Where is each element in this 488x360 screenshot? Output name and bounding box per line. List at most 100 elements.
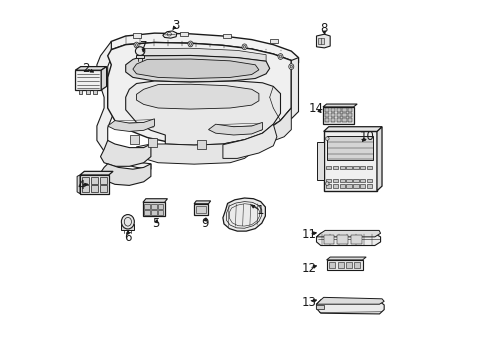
Polygon shape [194, 201, 210, 204]
Bar [317, 142, 324, 180]
Ellipse shape [135, 44, 137, 46]
Polygon shape [323, 131, 376, 191]
Bar [158, 204, 163, 209]
Bar [330, 118, 335, 122]
Bar [100, 177, 107, 184]
Polygon shape [376, 127, 381, 191]
Ellipse shape [135, 47, 144, 55]
Polygon shape [101, 164, 151, 185]
Bar [352, 184, 358, 188]
Bar [130, 135, 139, 144]
Bar [342, 113, 346, 117]
Text: 10: 10 [359, 130, 374, 143]
Bar [316, 305, 323, 309]
Ellipse shape [243, 45, 245, 48]
Bar [332, 184, 337, 188]
Ellipse shape [189, 42, 191, 45]
Ellipse shape [289, 65, 292, 68]
Bar [352, 166, 358, 169]
Polygon shape [323, 127, 381, 131]
Bar [148, 138, 157, 147]
Bar [133, 33, 141, 38]
Bar [82, 185, 89, 192]
Ellipse shape [134, 42, 139, 48]
Polygon shape [125, 55, 269, 82]
Ellipse shape [277, 54, 283, 59]
Bar [91, 177, 98, 184]
Text: 2: 2 [82, 62, 90, 75]
Bar [336, 108, 340, 112]
Bar [330, 108, 335, 112]
Ellipse shape [325, 137, 328, 140]
Bar [325, 179, 330, 182]
Bar [326, 136, 373, 160]
Text: 7: 7 [140, 40, 147, 53]
Bar [346, 184, 351, 188]
Polygon shape [322, 107, 353, 124]
Bar [144, 204, 149, 209]
Ellipse shape [187, 41, 193, 47]
Text: 1: 1 [256, 204, 264, 217]
Bar [323, 235, 334, 244]
Polygon shape [101, 67, 106, 90]
Bar [339, 166, 344, 169]
Polygon shape [142, 202, 164, 216]
Bar [317, 38, 323, 44]
Bar [144, 210, 149, 215]
Bar [151, 210, 156, 215]
Bar [346, 179, 351, 182]
Bar [336, 113, 340, 117]
Polygon shape [136, 55, 144, 58]
Polygon shape [322, 104, 356, 107]
Polygon shape [77, 175, 80, 194]
Bar [354, 262, 359, 268]
Polygon shape [93, 90, 97, 94]
Bar [325, 113, 329, 117]
Bar [352, 179, 358, 182]
Bar [329, 262, 335, 268]
Polygon shape [107, 42, 291, 144]
Bar [82, 177, 89, 184]
Polygon shape [79, 90, 82, 94]
Bar [366, 179, 371, 182]
Text: 11: 11 [301, 228, 316, 240]
Bar [337, 262, 343, 268]
Polygon shape [125, 81, 280, 145]
Polygon shape [136, 84, 258, 109]
Polygon shape [133, 59, 258, 78]
Polygon shape [316, 233, 380, 246]
Bar [223, 34, 230, 38]
Bar [325, 118, 329, 122]
Bar [347, 118, 352, 122]
Polygon shape [75, 70, 101, 90]
Bar [337, 235, 347, 244]
Bar [325, 166, 330, 169]
Bar [347, 113, 352, 117]
Polygon shape [136, 140, 255, 164]
Polygon shape [316, 34, 329, 48]
Bar [346, 262, 351, 268]
Bar [346, 166, 351, 169]
Polygon shape [101, 140, 151, 166]
Bar [197, 140, 205, 149]
Polygon shape [208, 122, 262, 135]
Bar [332, 179, 337, 182]
Ellipse shape [121, 215, 134, 229]
Bar [336, 118, 340, 122]
Text: 8: 8 [319, 22, 327, 35]
Bar [366, 166, 371, 169]
Polygon shape [280, 58, 298, 126]
Text: 12: 12 [301, 262, 316, 275]
Bar [100, 185, 107, 192]
Bar [325, 184, 330, 188]
Bar [350, 235, 361, 244]
Text: 3: 3 [172, 19, 180, 32]
Polygon shape [80, 175, 108, 194]
Polygon shape [111, 33, 298, 63]
Polygon shape [163, 31, 177, 38]
Bar [366, 184, 371, 188]
Text: 9: 9 [201, 217, 208, 230]
Polygon shape [194, 204, 208, 215]
Polygon shape [223, 198, 265, 231]
Bar [342, 118, 346, 122]
